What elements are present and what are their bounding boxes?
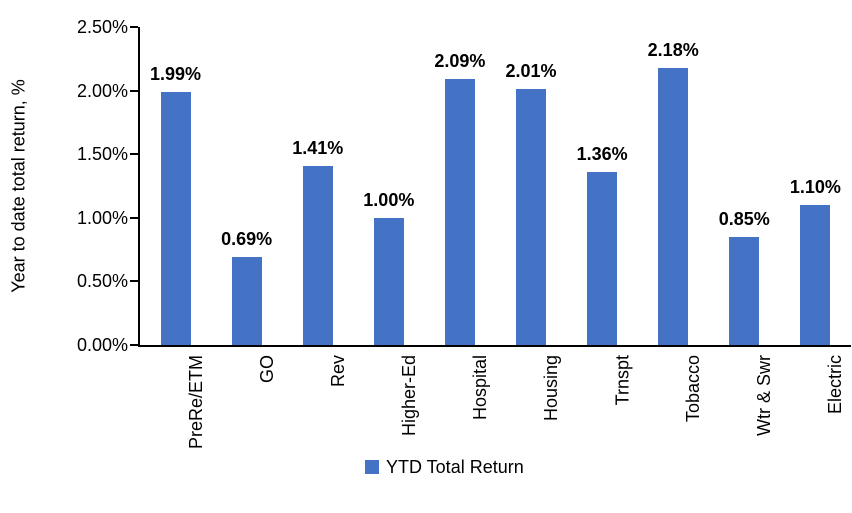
bar-data-label: 2.18% <box>647 39 699 60</box>
x-axis-label: Trnspt <box>612 355 633 406</box>
bar <box>800 205 831 345</box>
x-axis-label-cell: Hospital <box>424 355 495 460</box>
bar-slot: 1.99% <box>140 27 211 345</box>
bar-slot: 1.10% <box>780 27 851 345</box>
x-axis-category-labels: PreRe/ETM GO Rev Higher-Ed Hospital Housing Tr… <box>140 355 851 460</box>
x-axis-label: Rev <box>327 355 348 388</box>
x-axis-label: Electric <box>825 355 846 415</box>
bar-data-label: 1.10% <box>789 177 841 198</box>
y-axis-tick-label: 2.00% <box>76 81 128 101</box>
legend-label: YTD Total Return <box>386 456 524 477</box>
bar <box>231 257 262 345</box>
x-axis-label: Wtr & Swr <box>754 355 775 436</box>
bar-slot: 1.41% <box>282 27 353 345</box>
bar-data-label: 1.99% <box>150 63 202 84</box>
bar-data-label: 1.36% <box>576 144 628 164</box>
y-axis-tick-label: 0.00% <box>76 335 128 355</box>
bar-data-label: 1.41% <box>292 137 344 158</box>
plot-area: 0.00% 0.50% 1.00% 1.50% 2.00% 2.50% 1.99% 0.69… <box>77 17 851 355</box>
bar-data-label: 2.09% <box>434 51 486 72</box>
x-axis-label-cell: Housing <box>495 355 566 460</box>
bar-slot: 2.18% <box>638 27 709 345</box>
y-axis-tick-mark <box>130 90 138 92</box>
y-axis-title: Year to date total return, % <box>8 79 29 293</box>
x-axis-label-cell: Electric <box>780 355 851 460</box>
bar-series: 1.99% 0.69% 1.41% 1.00% 2.09% 2.01% 1.36% 2.18%… <box>140 27 851 345</box>
x-axis-label-cell: Tobacco <box>638 355 709 460</box>
bar <box>658 67 689 345</box>
legend-swatch-icon <box>365 460 379 474</box>
bar-data-label: 0.69% <box>221 229 273 250</box>
x-axis-label: Hospital <box>469 355 490 421</box>
bar <box>302 165 333 345</box>
x-axis-label: Higher-Ed <box>398 355 419 437</box>
y-axis-tick-label: 0.50% <box>76 271 128 291</box>
x-axis-label: GO <box>256 355 277 384</box>
bar-slot: 1.00% <box>353 27 424 345</box>
legend: YTD Total Return <box>365 456 524 478</box>
bar <box>373 217 404 345</box>
x-axis-label-cell: Rev <box>282 355 353 460</box>
y-axis-tick-mark <box>130 153 138 155</box>
y-axis-tick-label: 1.00% <box>76 208 128 228</box>
bar-data-label: 0.85% <box>718 208 770 229</box>
bar <box>160 91 191 345</box>
x-axis-label: PreRe/ETM <box>185 355 206 450</box>
bar <box>729 236 760 345</box>
x-axis-label-cell: GO <box>211 355 282 460</box>
bar-slot: 0.69% <box>211 27 282 345</box>
x-axis-label: Housing <box>541 355 562 422</box>
y-axis-tick-label: 1.50% <box>76 144 128 164</box>
bar-data-label: 1.00% <box>363 189 415 210</box>
y-axis-tick-mark <box>130 280 138 282</box>
bar-data-label: 2.01% <box>505 61 557 82</box>
bar-slot: 2.09% <box>424 27 495 345</box>
x-axis-label-cell: Wtr & Swr <box>709 355 780 460</box>
bar-slot: 0.85% <box>709 27 780 345</box>
bar <box>444 79 475 345</box>
y-axis-tick-label: 2.50% <box>76 17 128 37</box>
x-axis-label-cell: Trnspt <box>567 355 638 460</box>
bar <box>516 89 547 345</box>
x-axis-label: Tobacco <box>683 355 704 423</box>
y-axis-tick-mark <box>130 217 138 219</box>
x-axis-label-cell: Higher-Ed <box>353 355 424 460</box>
y-axis-tick-mark <box>130 344 138 346</box>
bar-slot: 1.36% <box>567 27 638 345</box>
y-axis-tick-mark <box>130 26 138 28</box>
bar-slot: 2.01% <box>495 27 566 345</box>
x-axis-label-cell: PreRe/ETM <box>140 355 211 460</box>
bar <box>587 172 618 345</box>
